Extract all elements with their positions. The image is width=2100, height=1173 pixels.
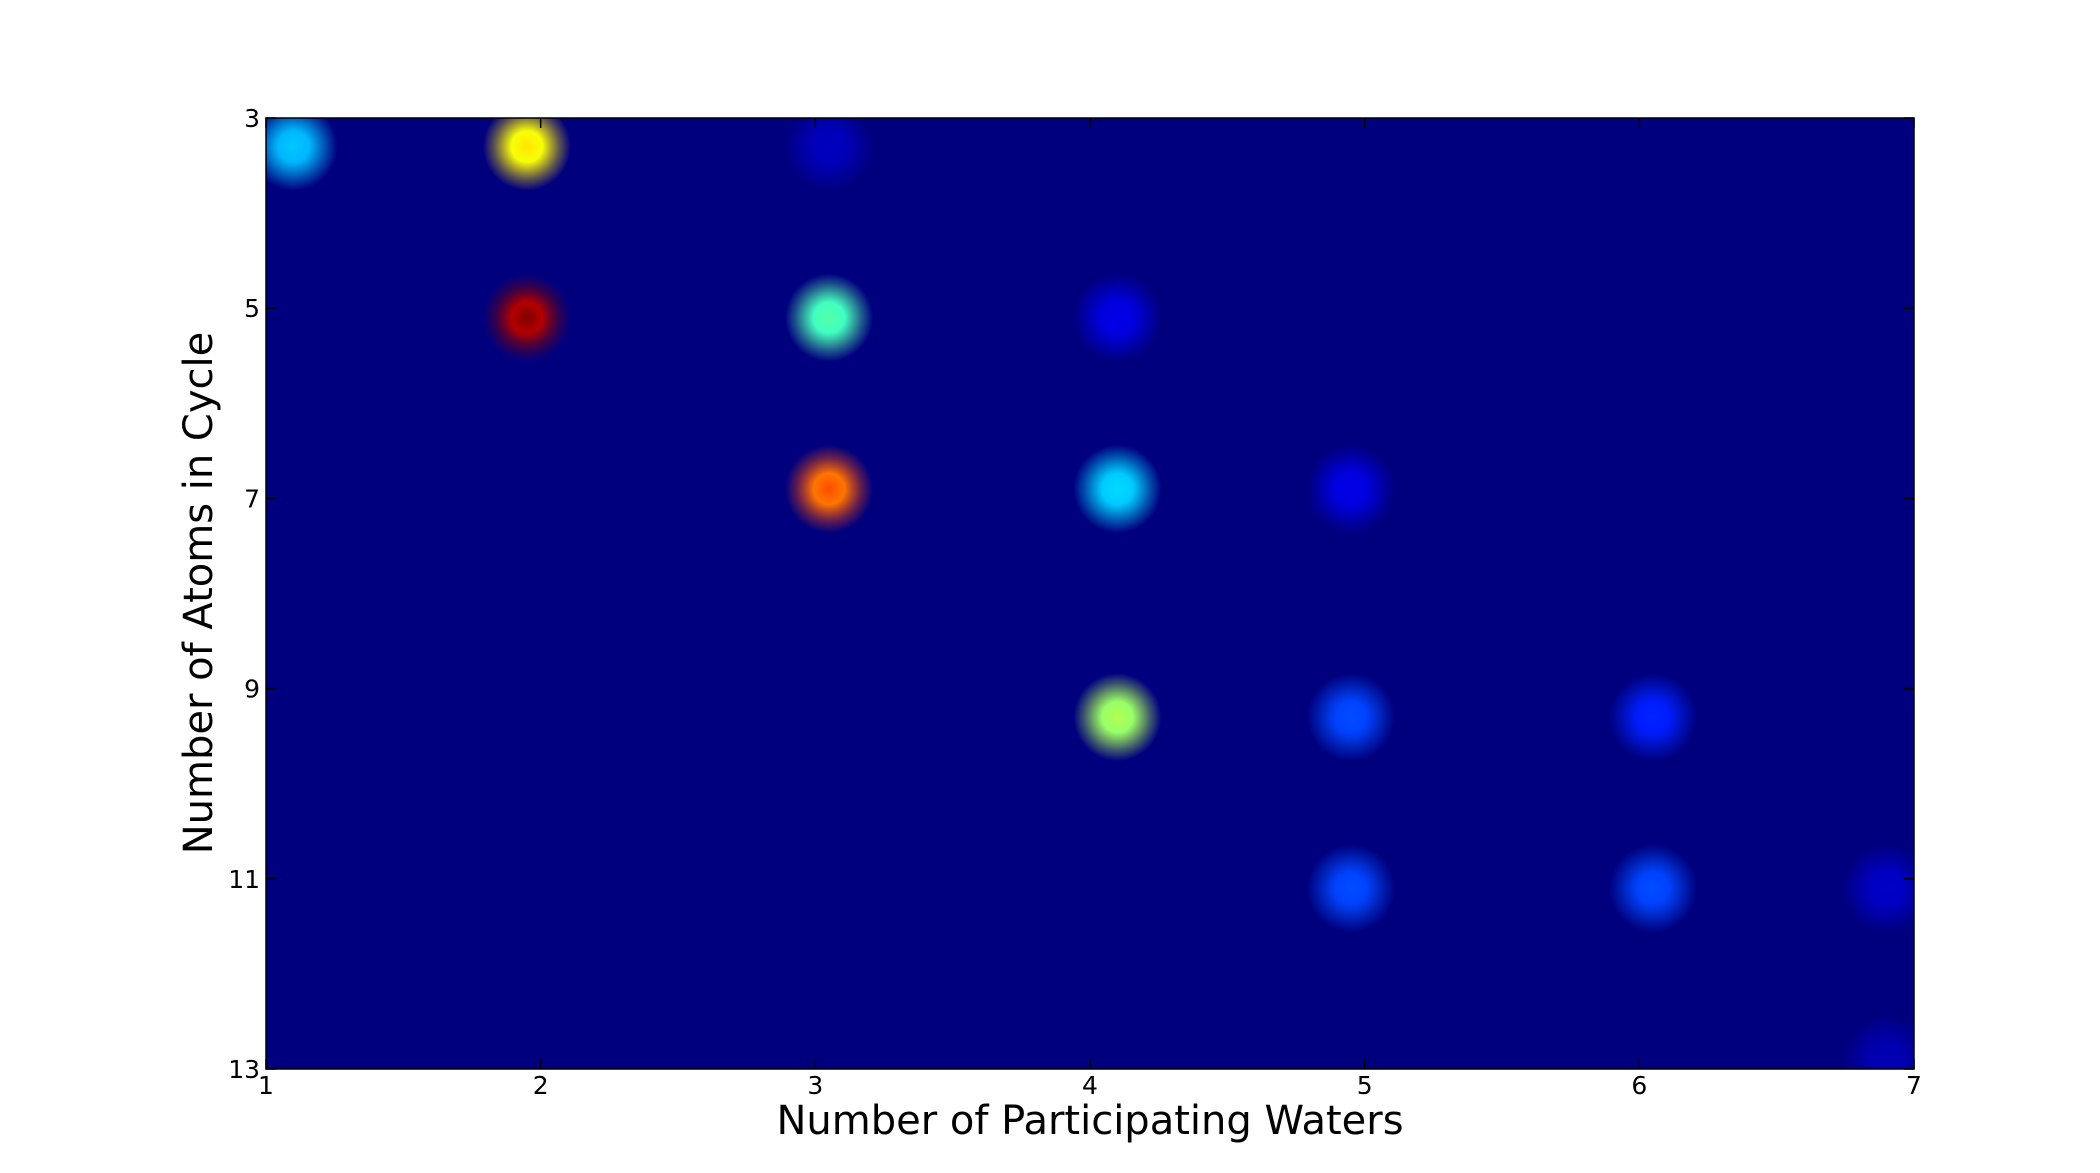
y-tick-label: 5 (244, 294, 260, 323)
y-axis-label: Number of Atoms in Cycle (176, 332, 222, 855)
x-tick-label: 6 (1631, 1071, 1647, 1100)
heatmap-cell (785, 273, 874, 362)
x-tick-label: 3 (807, 1071, 823, 1100)
heatmap-cell (1842, 1015, 1914, 1069)
heatmap-cell (1306, 844, 1395, 933)
y-tick-label: 9 (244, 675, 260, 704)
x-tick-label: 5 (1357, 1071, 1373, 1100)
y-tick-label: 13 (228, 1055, 260, 1084)
x-tick-label: 7 (1906, 1071, 1922, 1100)
heatmap-cell (1306, 673, 1395, 762)
y-tick-label: 11 (228, 865, 260, 894)
heatmap-cell (266, 118, 338, 191)
y-tick-label: 3 (244, 104, 260, 133)
heatmap-cell (1073, 444, 1162, 533)
heatmap-cell (1842, 844, 1914, 933)
x-tick-label: 1 (258, 1071, 274, 1100)
heatmap-cell (1073, 273, 1162, 362)
heatmap-cell (482, 118, 571, 191)
y-tick-label: 7 (244, 484, 260, 513)
heatmap-cells (266, 118, 1914, 1069)
heatmap-cell (785, 444, 874, 533)
heatmap-cell (1609, 844, 1698, 933)
x-tick-label: 4 (1082, 1071, 1098, 1100)
heatmap-cell (1306, 444, 1395, 533)
heatmap-cell (1073, 673, 1162, 762)
heatmap-cell (1609, 673, 1698, 762)
plot-area (265, 117, 1915, 1070)
axis-ticks: 1 2 3 4 5 6 7 3 5 7 9 11 13 (228, 104, 1922, 1100)
heatmap-cell (482, 273, 571, 362)
heatmap-cell (785, 118, 874, 191)
x-tick-label: 2 (533, 1071, 549, 1100)
x-axis-label: Number of Participating Waters (776, 1098, 1403, 1144)
